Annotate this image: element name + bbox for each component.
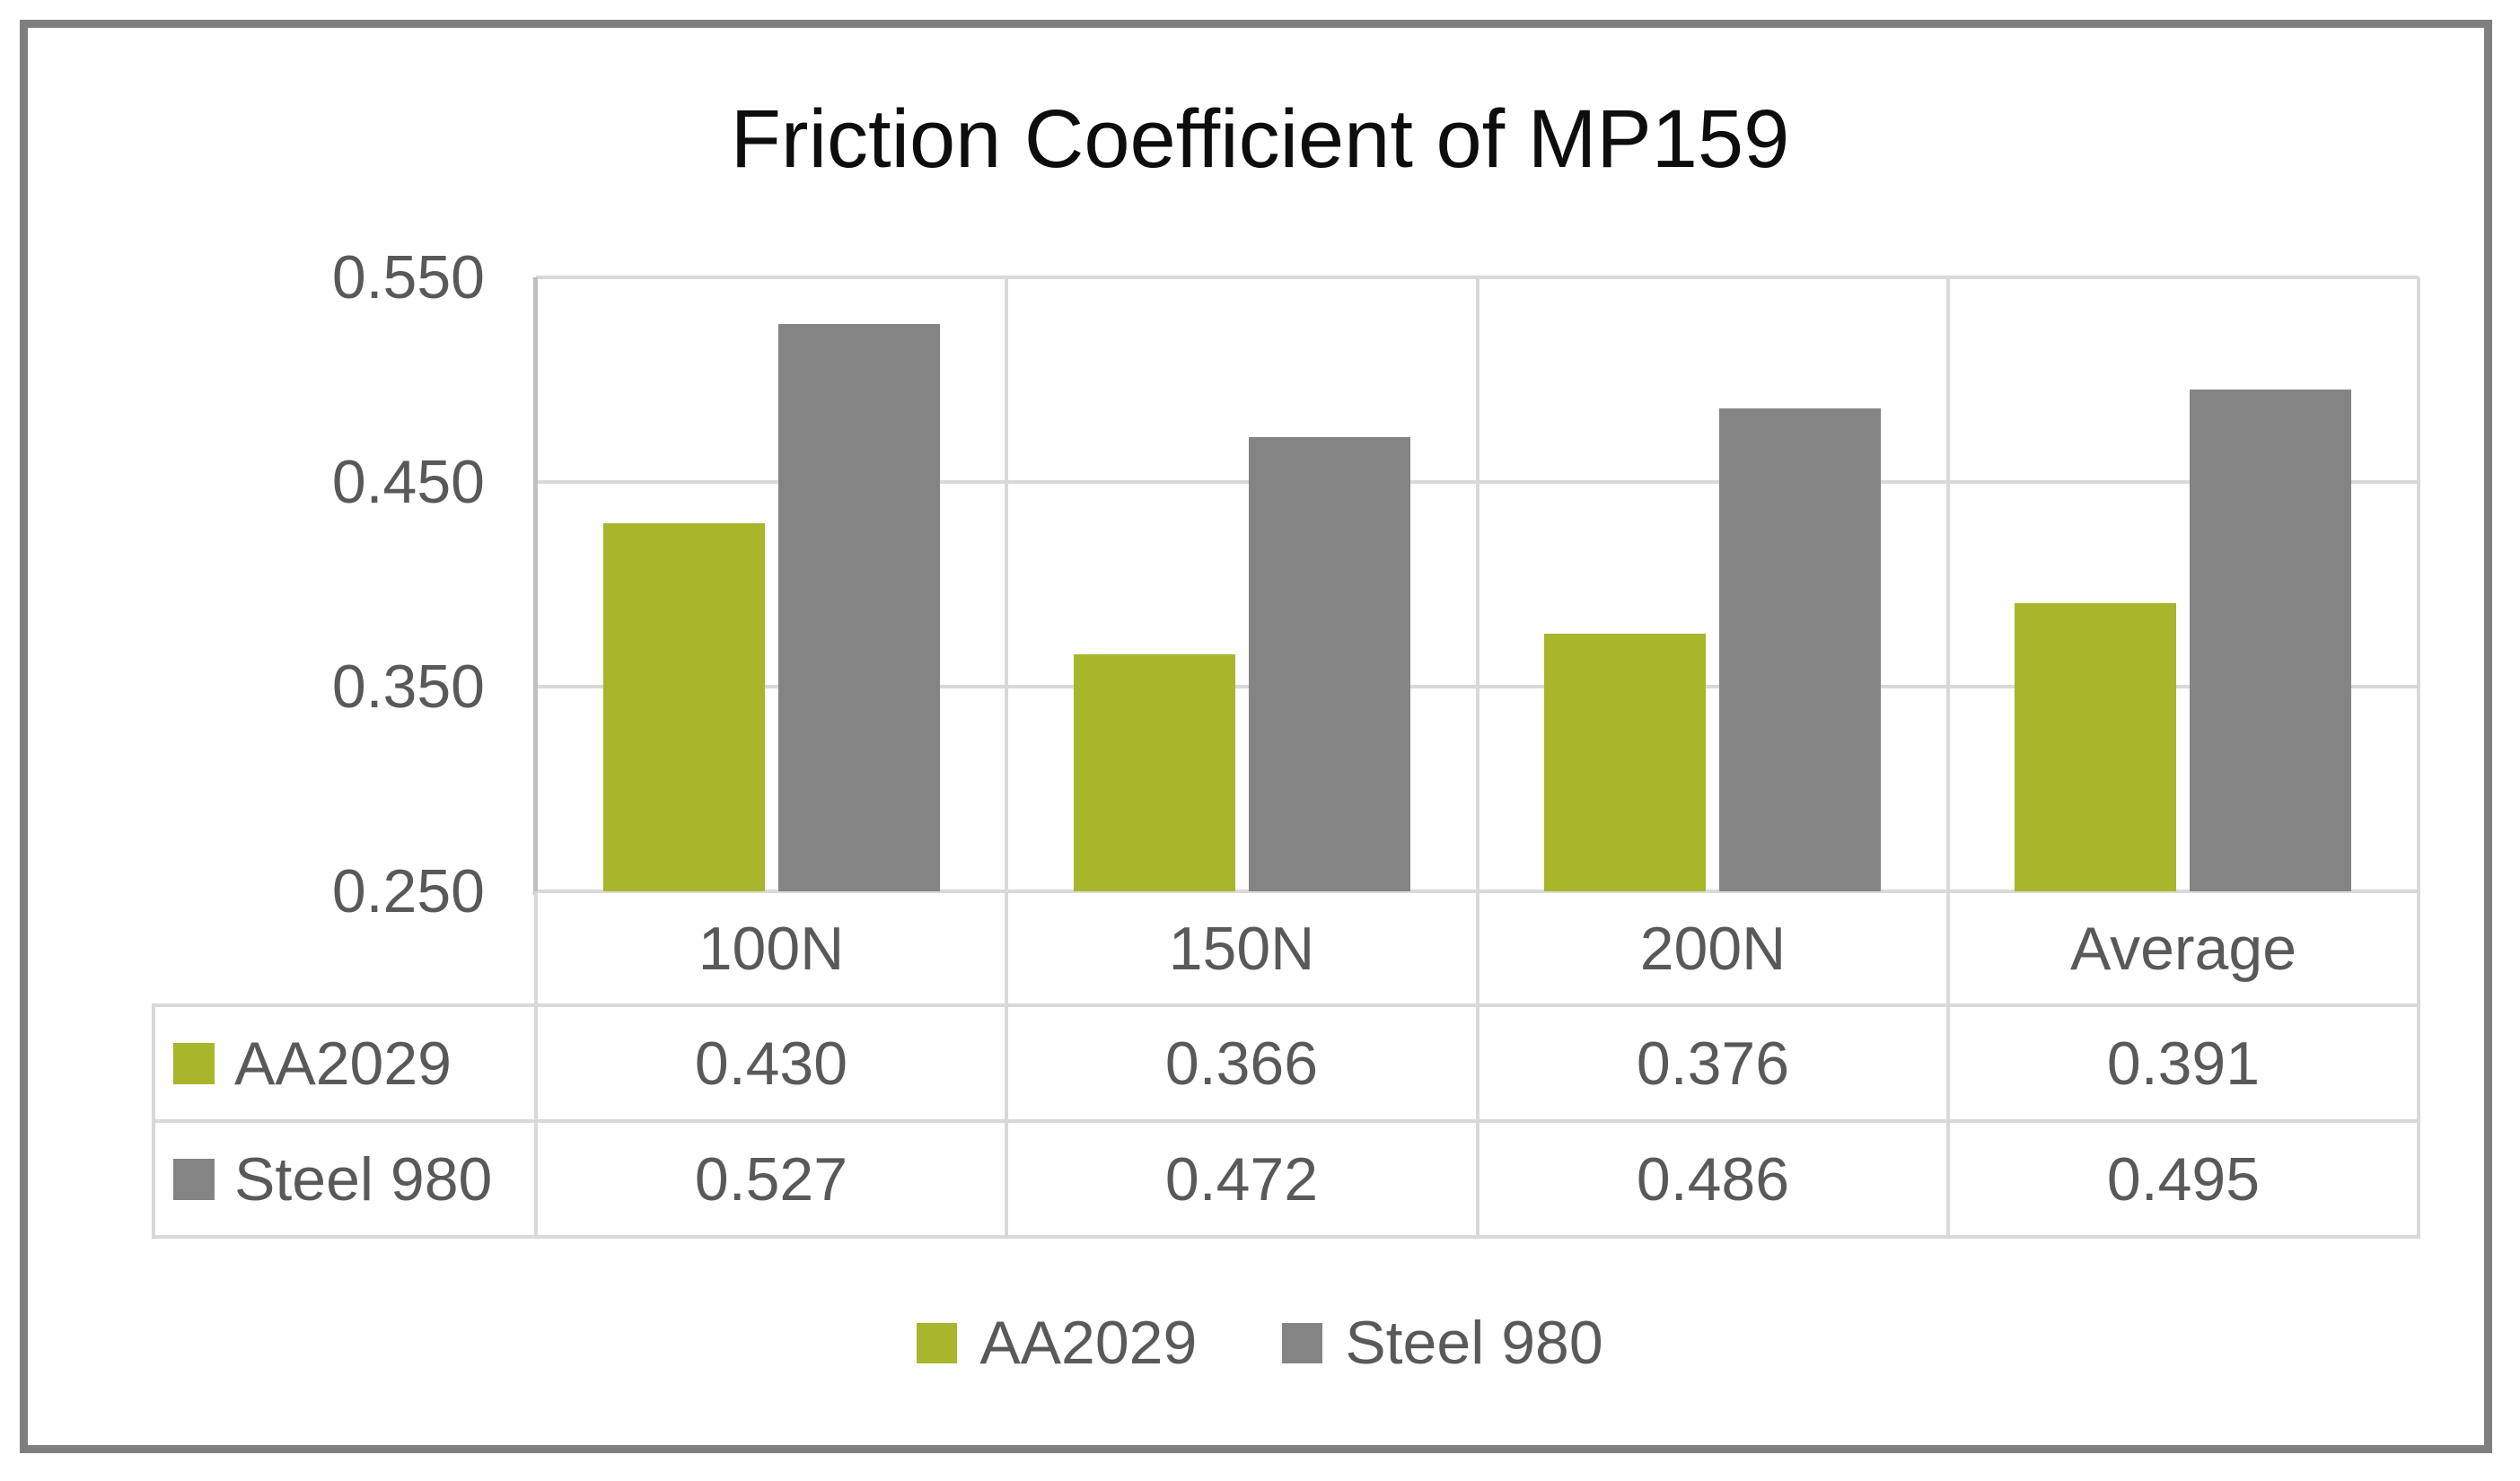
bar-Steel980-100N	[778, 324, 940, 891]
category-separator-line	[1946, 277, 1950, 1005]
table-series-name-cell: AA2029	[154, 1005, 536, 1121]
x-axis-category-label: 200N	[1639, 914, 1787, 983]
category-separator-line	[2417, 277, 2420, 1005]
table-vertical-border	[534, 1003, 538, 1239]
y-axis-tick-label: 0.350	[331, 653, 485, 721]
table-vertical-border	[152, 1003, 155, 1239]
table-value-cell: 0.391	[2106, 1029, 2261, 1098]
y-axis-line	[533, 277, 538, 895]
table-value-cell: 0.472	[1164, 1144, 1319, 1214]
table-value-cell: 0.376	[1636, 1029, 1790, 1098]
series-key-swatch	[173, 1158, 215, 1200]
legend-label: Steel 980	[1345, 1309, 1603, 1377]
table-value-cell: 0.430	[694, 1029, 848, 1098]
table-vertical-border	[2417, 1003, 2420, 1239]
legend-label: AA2029	[979, 1309, 1198, 1377]
x-axis-category-label: Average	[2069, 914, 2297, 983]
category-separator-line	[1005, 277, 1008, 1005]
table-value-cell: 0.486	[1636, 1144, 1790, 1214]
y-axis-tick-label: 0.250	[331, 857, 485, 925]
bar-Steel980-Average	[2190, 390, 2351, 891]
table-horizontal-border	[154, 1003, 2419, 1007]
bar-AA2029-150N	[1074, 654, 1235, 891]
y-axis-tick-label: 0.450	[331, 448, 485, 516]
table-vertical-border	[1005, 1003, 1008, 1239]
table-vertical-border	[1946, 1003, 1950, 1239]
legend-item-Steel980: Steel 980	[1282, 1308, 1603, 1378]
legend-swatch	[1282, 1322, 1323, 1363]
series-key-swatch	[173, 1042, 215, 1084]
series-name-label: Steel 980	[234, 1144, 493, 1214]
x-axis-category-label: 100N	[698, 914, 845, 983]
legend-item-AA2029: AA2029	[917, 1308, 1197, 1378]
bar-Steel980-200N	[1719, 408, 1881, 891]
chart-title: Friction Coefficient of MP159	[730, 93, 1790, 185]
x-axis-category-label: 150N	[1168, 914, 1315, 983]
table-horizontal-border	[154, 1235, 2419, 1239]
legend-swatch	[917, 1322, 958, 1363]
bar-Steel980-150N	[1249, 437, 1410, 891]
table-vertical-border	[1476, 1003, 1480, 1239]
table-series-name-cell: Steel 980	[154, 1121, 536, 1237]
table-value-cell: 0.366	[1164, 1029, 1319, 1098]
bar-AA2029-Average	[2015, 603, 2176, 891]
legend: AA2029 Steel 980	[0, 1300, 2520, 1386]
table-value-cell: 0.495	[2106, 1144, 2261, 1214]
y-axis-tick-label: 0.550	[331, 243, 485, 311]
series-name-label: AA2029	[234, 1029, 452, 1098]
bar-AA2029-200N	[1544, 634, 1706, 891]
bar-AA2029-100N	[603, 523, 765, 891]
table-value-cell: 0.527	[694, 1144, 848, 1214]
category-separator-line	[1476, 277, 1480, 1005]
table-horizontal-border	[154, 1119, 2419, 1123]
